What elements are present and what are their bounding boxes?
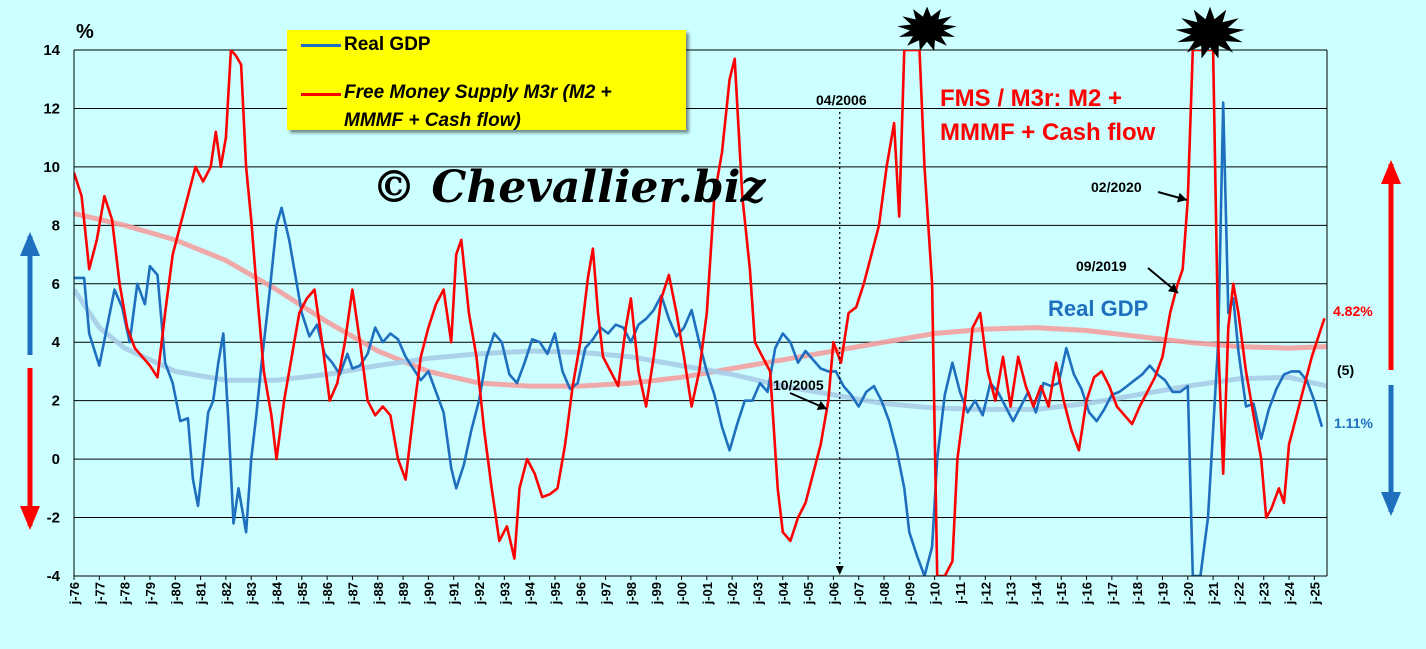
x-tick-label: j-25	[1307, 582, 1322, 605]
x-tick-label: j-90	[421, 582, 436, 605]
y-tick-label: -4	[47, 568, 61, 585]
x-tick-label: j-05	[801, 582, 816, 605]
x-tick-label: j-11	[953, 582, 968, 605]
x-tick-label: j-08	[877, 582, 892, 605]
x-tick-label: j-09	[902, 582, 917, 605]
x-tick-label: j-89	[396, 582, 411, 605]
x-tick-label: j-18	[1130, 582, 1145, 605]
label-09-2019: 09/2019	[1076, 258, 1127, 274]
x-tick-label: j-12	[978, 582, 993, 605]
x-tick-label: j-78	[118, 582, 133, 605]
x-tick-label: j-77	[92, 582, 107, 605]
x-tick-label: j-82	[219, 582, 234, 605]
fms-annotation-line2: MMMF + Cash flow	[940, 119, 1156, 146]
x-tick-label: j-97	[599, 582, 614, 605]
x-tick-label: j-10	[928, 582, 943, 605]
x-tick-label: j-94	[523, 581, 538, 605]
left-down-arrow-head	[20, 506, 40, 530]
x-tick-label: j-92	[472, 582, 487, 605]
legend-gdp-swatch	[301, 44, 341, 47]
label-02-2020: 02/2020	[1091, 179, 1142, 195]
x-tick-label: j-16	[1080, 582, 1095, 605]
x-tick-label: j-21	[1206, 582, 1221, 605]
y-tick-label: 6	[52, 276, 60, 293]
legend: Real GDP Free Money Supply M3r (M2 + MMM…	[287, 30, 686, 131]
x-tick-label: j-85	[295, 582, 310, 605]
gdp-trend-line	[74, 288, 1327, 412]
watermark: © Chevallier.biz	[372, 162, 766, 213]
x-tick-label: j-24	[1282, 581, 1297, 605]
x-tick-label: j-98	[624, 582, 639, 605]
gdp-annotation: Real GDP	[1048, 296, 1149, 321]
x-tick-label: j-04	[776, 581, 791, 605]
real-gdp-line	[74, 101, 1324, 576]
axes: -4 -2 0 2 4 6 8 10 12 14% j-76 j-77 j-78 j-79 j-80 j-81…	[43, 21, 1328, 605]
arrow-09-2019-head	[1167, 283, 1178, 293]
x-tick-label: j-87	[345, 582, 360, 605]
arrow-02-2020-head	[1176, 192, 1187, 203]
y-tick-label: -2	[47, 510, 60, 527]
fms-annotation-line1: FMS / M3r: M2 +	[940, 85, 1123, 112]
legend-fms-label-line2: MMMF + Cash flow)	[344, 110, 521, 131]
x-tick-label: j-83	[244, 582, 259, 605]
series-lines	[74, 50, 1326, 576]
y-axis-label: %	[76, 21, 94, 43]
legend-fms-swatch	[301, 93, 341, 96]
gridlines	[74, 49, 1327, 577]
y-tick-label: 4	[52, 334, 61, 351]
burst-2020	[1175, 6, 1245, 59]
y-tick-label: 8	[52, 217, 60, 234]
fms-annotation: FMS / M3r: M2 + MMMF + Cash flow	[940, 82, 1155, 150]
fms-end-value: 4.82%	[1333, 303, 1373, 319]
x-tick-label: j-13	[1004, 582, 1019, 605]
gdp-end-value: 1.11%	[1334, 415, 1373, 431]
label-10-2005: 10/2005	[773, 377, 824, 393]
legend-fms-label-line1: Free Money Supply M3r (M2 +	[344, 82, 612, 103]
x-tick-label: j-91	[447, 582, 462, 605]
y-tick-label: 14	[43, 42, 60, 59]
x-tick-label: j-00	[675, 582, 690, 605]
arrow-10-2005-head	[816, 400, 827, 411]
x-tick-label: j-95	[548, 582, 563, 605]
right-down-arrow-head	[1381, 492, 1401, 516]
plot-area	[74, 50, 1327, 576]
x-tick-label: j-86	[320, 582, 335, 605]
x-tick-label: j-22	[1231, 582, 1246, 605]
x-tick-label: j-96	[573, 582, 588, 605]
x-tick-label: j-80	[168, 582, 183, 605]
y-tick-label: 0	[52, 451, 60, 468]
x-tick-label: j-02	[725, 582, 740, 605]
marker-arrowhead-04-2006	[835, 566, 844, 575]
lead-label: (5)	[1337, 362, 1355, 378]
x-tick-label: j-06	[826, 582, 841, 605]
x-tick-label: j-19	[1155, 582, 1170, 605]
x-tick-label: j-07	[852, 582, 867, 605]
burst-2009	[897, 6, 957, 51]
y-tick-label: 12	[43, 100, 60, 117]
x-tick-label: j-23	[1257, 582, 1272, 605]
x-tick-label: j-20	[1181, 582, 1196, 605]
y-tick-label: 2	[52, 393, 60, 410]
legend-gdp-label: Real GDP	[344, 34, 431, 55]
x-tick-label: j-17	[1105, 582, 1120, 605]
y-tick-label: 10	[43, 159, 60, 176]
x-tick-label: j-99	[649, 582, 664, 605]
x-tick-label: j-81	[194, 582, 209, 605]
x-tick-label: j-15	[1054, 582, 1069, 605]
fms-line	[74, 50, 1326, 576]
x-tick-label: j-03	[750, 582, 765, 605]
x-tick-label: j-88	[371, 582, 386, 605]
x-tick-label: j-14	[1029, 581, 1044, 605]
left-up-arrow-head	[20, 232, 40, 256]
x-tick-label: j-84	[270, 581, 285, 605]
x-tick-label: j-01	[700, 582, 715, 605]
x-tick-label: j-79	[143, 582, 158, 605]
x-tick-label: j-93	[497, 582, 512, 605]
right-up-arrow-head	[1381, 160, 1401, 184]
label-04-2006: 04/2006	[816, 92, 867, 108]
decorations	[20, 6, 1401, 575]
x-tick-label: j-76	[67, 582, 82, 605]
